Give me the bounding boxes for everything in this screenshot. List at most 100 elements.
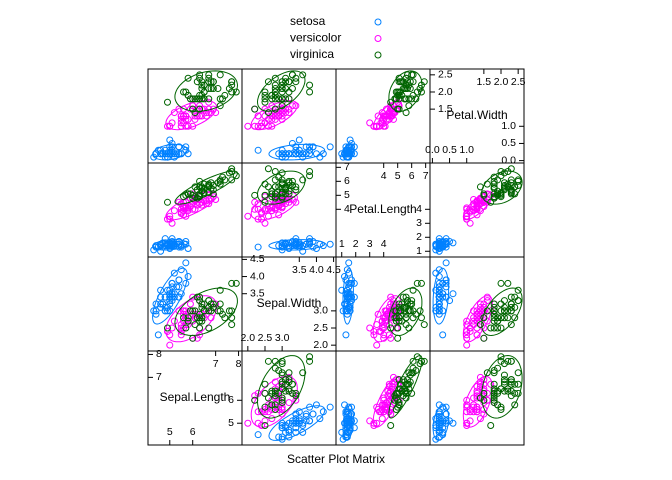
point [473, 314, 481, 322]
point [285, 428, 293, 436]
point [285, 387, 293, 395]
tick-label: 1.0 [459, 144, 474, 156]
point [189, 105, 197, 113]
point [268, 91, 276, 99]
panel: Sepal.Length 5 5 6 6 7 7 8 8 [147, 348, 243, 446]
point [497, 300, 505, 308]
point [319, 408, 327, 416]
point [514, 297, 522, 305]
point [228, 81, 236, 89]
point [175, 307, 183, 315]
point [261, 403, 269, 411]
point [232, 279, 240, 287]
point [466, 405, 474, 413]
point [184, 115, 192, 123]
point [271, 168, 279, 176]
point [209, 300, 217, 308]
point [161, 242, 169, 250]
point [466, 219, 474, 227]
point [345, 412, 353, 420]
point [205, 85, 213, 93]
point [275, 366, 283, 374]
point [285, 373, 293, 381]
tick-label: 3.5 [292, 264, 307, 276]
point [463, 341, 471, 349]
point [254, 419, 262, 427]
point [387, 98, 395, 106]
point [490, 303, 498, 311]
point [345, 269, 353, 277]
point [196, 91, 204, 99]
point [182, 112, 190, 120]
point [261, 198, 269, 206]
point [264, 183, 272, 191]
point [161, 150, 169, 158]
point [189, 317, 197, 325]
point [196, 310, 204, 318]
point [282, 422, 290, 430]
point [163, 324, 171, 332]
point [189, 293, 197, 301]
point [168, 139, 176, 147]
point [380, 324, 388, 332]
ellipse [462, 295, 493, 343]
point [504, 314, 512, 322]
point [205, 95, 213, 103]
point [380, 396, 388, 404]
point [166, 297, 174, 305]
point [271, 378, 279, 386]
point [435, 426, 443, 434]
point [387, 334, 395, 342]
point [184, 244, 192, 252]
point [170, 317, 178, 325]
point [417, 88, 425, 96]
point [312, 244, 320, 252]
point [463, 212, 471, 220]
point [350, 143, 358, 151]
point [306, 150, 314, 158]
point [342, 331, 350, 339]
point [278, 88, 286, 96]
point [278, 95, 286, 103]
point [370, 122, 378, 130]
point [212, 300, 220, 308]
point [395, 102, 403, 110]
plot-area [150, 259, 240, 349]
point [175, 276, 183, 284]
point [251, 191, 259, 199]
point [166, 290, 174, 298]
panel [335, 350, 431, 446]
point [341, 273, 349, 281]
point [209, 85, 217, 93]
point [196, 112, 204, 120]
point [319, 150, 327, 158]
point [278, 203, 286, 211]
point [285, 369, 293, 377]
point [196, 105, 204, 113]
point [396, 380, 404, 388]
point [504, 385, 512, 393]
point [271, 190, 279, 198]
point [180, 317, 188, 325]
point [408, 369, 416, 377]
point [170, 290, 178, 298]
point [177, 119, 185, 127]
point [507, 186, 515, 194]
point [193, 310, 201, 318]
tick-label: 2.0 [313, 339, 328, 351]
point [278, 433, 286, 441]
point [180, 105, 188, 113]
tick-label: 5 [344, 189, 350, 201]
point [490, 399, 498, 407]
ellipse [250, 100, 298, 131]
point [184, 122, 192, 130]
point [173, 240, 181, 248]
point [435, 279, 443, 287]
point [402, 314, 410, 322]
point [198, 112, 206, 120]
point [409, 91, 417, 99]
point [435, 415, 443, 423]
point [264, 403, 272, 411]
point [476, 183, 484, 191]
point [490, 190, 498, 198]
